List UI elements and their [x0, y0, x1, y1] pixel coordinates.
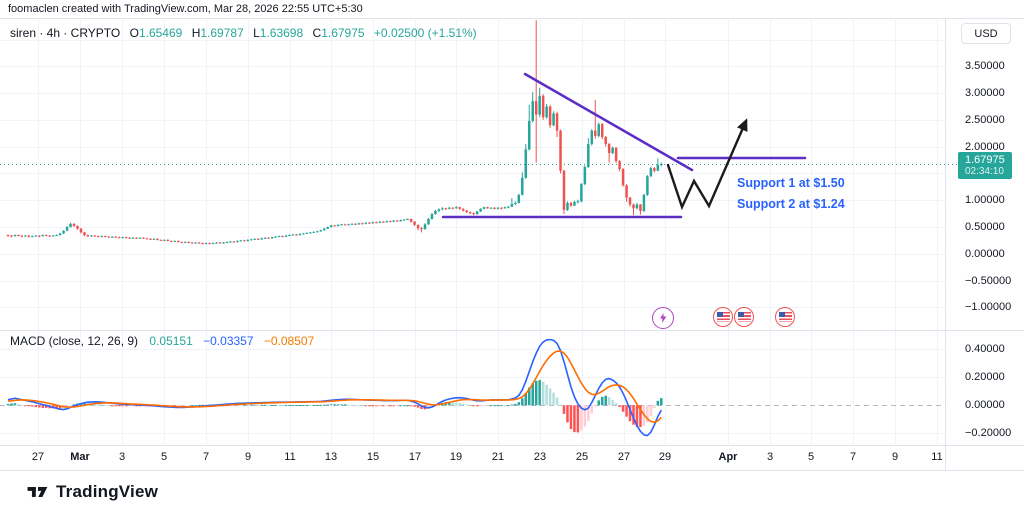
time-axis-label: 5 [807, 451, 815, 463]
us-flag-event-icon[interactable] [775, 307, 795, 327]
last-price-tag: 1.67975 02:34:10 [958, 152, 1012, 179]
ohlc-close-label: C [312, 26, 322, 40]
ohlc-high-label: H [191, 26, 201, 40]
macd-axis-label: 0.40000 [965, 343, 1005, 356]
last-price-value: 1.67975 [965, 154, 1005, 166]
bar-countdown: 02:34:10 [965, 166, 1004, 177]
us-flag-event-icon[interactable] [713, 307, 733, 327]
macd-title: MACD (close, 12, 26, 9) [10, 334, 139, 348]
macd-signal-value: −0.08507 [263, 334, 315, 348]
ohlc-low-label: L [253, 26, 260, 40]
time-axis-label: 15 [366, 451, 380, 463]
time-axis-label: 11 [931, 451, 943, 463]
macd-hist-value: 0.05151 [149, 334, 193, 348]
tradingview-logo-icon [27, 487, 48, 497]
time-axis-label: 9 [244, 451, 252, 463]
tradingview-logo[interactable]: TradingView [27, 482, 158, 502]
time-axis-label: 3 [766, 451, 774, 463]
currency-usd-button[interactable]: USD [961, 23, 1011, 44]
macd-legend[interactable]: MACD (close, 12, 26, 9) 0.05151 −0.03357… [10, 334, 314, 348]
us-flag-event-icon[interactable] [734, 307, 754, 327]
price-axis-label: 0.50000 [965, 221, 1005, 233]
ohlc-high-value: 1.69787 [200, 26, 244, 40]
macd-axis-label: 0.00000 [965, 399, 1005, 412]
time-axis-label: 25 [575, 451, 589, 463]
time-axis-label: 27 [31, 451, 45, 463]
time-axis-label: 3 [118, 451, 126, 463]
support-1-annotation[interactable]: Support 1 at $1.50 [737, 176, 845, 190]
time-axis-label: 5 [160, 451, 168, 463]
time-axis-label: Apr [718, 451, 738, 463]
time-axis-label: 11 [284, 451, 296, 463]
symbol-legend[interactable]: siren · 4h · CRYPTO O1.65469 H1.69787 L1… [10, 26, 477, 40]
time-axis-label: 23 [533, 451, 547, 463]
symbol-title: siren · 4h · CRYPTO [10, 26, 121, 40]
time-axis-label: 29 [658, 451, 672, 463]
time-axis-label: 19 [449, 451, 463, 463]
tradingview-brand-text: TradingView [56, 482, 159, 501]
time-axis-label: 9 [891, 451, 899, 463]
time-axis-label: 7 [202, 451, 210, 463]
price-axis-label: 1.00000 [965, 194, 1005, 207]
us-flag-icon [716, 312, 730, 322]
price-axis-label: 3.00000 [965, 87, 1005, 100]
time-axis-label: 17 [408, 451, 422, 463]
price-axis-label: 0.00000 [965, 247, 1005, 260]
macd-axis-label: 0.20000 [965, 371, 1005, 384]
lightning-event-icon[interactable] [652, 307, 674, 329]
price-axis-label: −0.50000 [965, 274, 1012, 287]
macd-line-value: −0.03357 [203, 334, 254, 348]
ohlc-low-value: 1.63698 [259, 26, 304, 40]
price-axis-label: 3.50000 [965, 60, 1005, 73]
us-flag-icon [737, 312, 751, 322]
price-axis-label: 2.00000 [965, 140, 1005, 153]
time-axis-label: 21 [491, 451, 505, 463]
ohlc-open-label: O [129, 26, 139, 40]
ohlc-close-value: 1.67975 [321, 26, 365, 40]
time-axis-label: 7 [849, 451, 857, 463]
lightning-bolt-icon [660, 313, 667, 323]
price-axis-label: −1.00000 [965, 301, 1012, 314]
ohlc-open-value: 1.65469 [138, 26, 183, 40]
support-2-annotation[interactable]: Support 2 at $1.24 [737, 197, 845, 211]
time-axis-label: 27 [617, 451, 631, 463]
price-axis-label: 2.50000 [965, 113, 1005, 126]
us-flag-icon [778, 312, 792, 322]
change-value: +0.02500 (+1.51%) [373, 26, 477, 40]
watermark-text: foomaclen created with TradingView.com, … [8, 3, 363, 15]
macd-axis-label: −0.20000 [965, 427, 1012, 440]
time-axis-label: Mar [70, 451, 90, 463]
time-axis-label: 13 [324, 451, 338, 463]
